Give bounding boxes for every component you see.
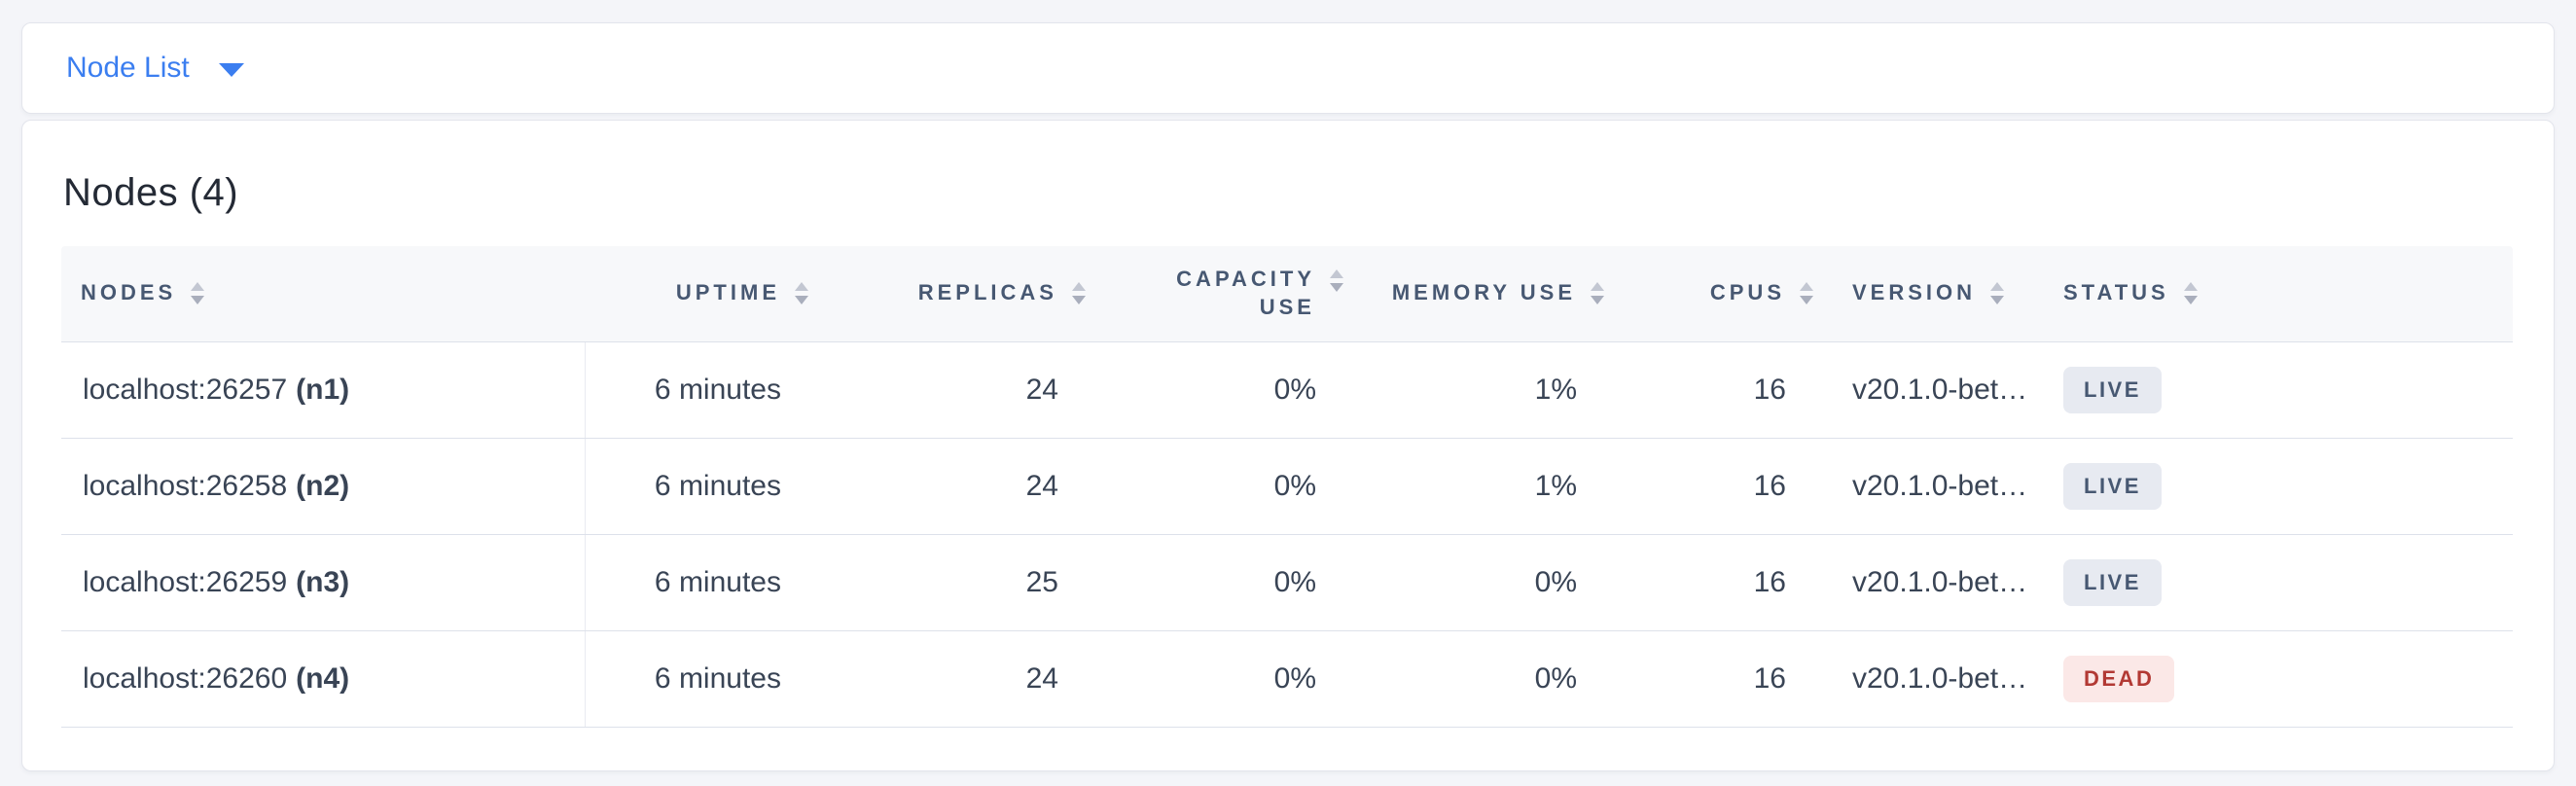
table-row-node-2[interactable]: localhost:26258 (n2) 6 minutes 24 0% 1% 1… [61, 438, 2513, 535]
table-row-node-4[interactable]: localhost:26260 (n4) 6 minutes 24 0% 0% 1… [61, 630, 2513, 728]
column-header-nodes[interactable]: NODES [61, 246, 585, 342]
replicas-cell: 24 [828, 630, 1105, 728]
sort-icon [2183, 282, 2198, 305]
memory-use-cell: 0% [1363, 534, 1624, 631]
memory-use-cell: 1% [1363, 438, 1624, 535]
uptime-cell: 6 minutes [585, 341, 828, 439]
status-badge: LIVE [2063, 366, 2162, 413]
node-id: (n1) [296, 373, 350, 406]
column-header-memory-use[interactable]: MEMORY USE [1363, 246, 1624, 342]
uptime-cell: 6 minutes [585, 630, 828, 728]
node-list-table: NODES UPTIME REPLICAS CAPACITY USE MEMOR… [61, 246, 2513, 728]
table-row-node-1[interactable]: localhost:26257 (n1) 6 minutes 24 0% 1% 1… [61, 341, 2513, 439]
sort-icon [1591, 282, 1604, 305]
cpus-cell: 16 [1624, 341, 1833, 439]
node-address: localhost:26258 [83, 469, 288, 502]
cpus-cell: 16 [1624, 438, 1833, 535]
status-badge: LIVE [2063, 462, 2162, 510]
sort-icon [1990, 282, 2005, 305]
sort-icon [1072, 282, 1086, 305]
node-name-cell: localhost:26260 (n4) [61, 630, 586, 728]
node-name-cell: localhost:26257 (n1) [61, 341, 586, 439]
column-header-replicas[interactable]: REPLICAS [828, 246, 1105, 342]
node-name-cell: localhost:26259 (n3) [61, 534, 586, 631]
status-badge: DEAD [2063, 655, 2175, 702]
uptime-cell: 6 minutes [585, 534, 828, 631]
column-header-version[interactable]: VERSION [1833, 246, 2044, 342]
status-cell: LIVE [2044, 341, 2513, 439]
node-id: (n3) [296, 565, 350, 598]
view-selector-bar: Node List [21, 22, 2555, 114]
uptime-cell: 6 minutes [585, 438, 828, 535]
replicas-cell: 25 [828, 534, 1105, 631]
page-title: Nodes (4) [63, 171, 239, 214]
column-header-status[interactable]: STATUS [2044, 246, 2513, 342]
node-address: localhost:26257 [83, 373, 288, 406]
status-badge: LIVE [2063, 558, 2162, 606]
cpus-cell: 16 [1624, 630, 1833, 728]
table-row-node-3[interactable]: localhost:26259 (n3) 6 minutes 25 0% 0% 1… [61, 534, 2513, 631]
memory-use-cell: 0% [1363, 630, 1624, 728]
table-header-row: NODES UPTIME REPLICAS CAPACITY USE MEMOR… [61, 246, 2513, 342]
node-id: (n2) [296, 469, 350, 502]
sort-icon [1800, 282, 1813, 305]
column-header-uptime[interactable]: UPTIME [585, 246, 828, 342]
table-body: localhost:26257 (n1) 6 minutes 24 0% 1% 1… [61, 341, 2513, 728]
table-header: NODES UPTIME REPLICAS CAPACITY USE MEMOR… [61, 246, 2513, 342]
view-dropdown-label: Node List [66, 52, 190, 84]
version-cell: v20.1.0-bet… [1833, 341, 2044, 439]
sort-icon [1330, 269, 1343, 293]
nodes-panel: Nodes (4) NODES UPTIME REPLICAS [21, 120, 2555, 771]
replicas-cell: 24 [828, 341, 1105, 439]
column-header-cpus[interactable]: CPUS [1624, 246, 1833, 342]
sort-icon [191, 282, 205, 305]
node-name-cell: localhost:26258 (n2) [61, 438, 586, 535]
capacity-use-cell: 0% [1105, 341, 1363, 439]
capacity-use-cell: 0% [1105, 438, 1363, 535]
version-cell: v20.1.0-bet… [1833, 438, 2044, 535]
capacity-use-cell: 0% [1105, 534, 1363, 631]
replicas-cell: 24 [828, 438, 1105, 535]
cpus-cell: 16 [1624, 534, 1833, 631]
column-header-capacity-use[interactable]: CAPACITY USE [1105, 246, 1363, 342]
status-cell: LIVE [2044, 438, 2513, 535]
node-address: localhost:26260 [83, 661, 288, 695]
sort-icon [795, 282, 808, 305]
status-cell: LIVE [2044, 534, 2513, 631]
version-cell: v20.1.0-bet… [1833, 534, 2044, 631]
capacity-use-cell: 0% [1105, 630, 1363, 728]
status-cell: DEAD [2044, 630, 2513, 728]
view-dropdown[interactable]: Node List [66, 52, 244, 85]
chevron-down-icon [218, 62, 244, 77]
version-cell: v20.1.0-bet… [1833, 630, 2044, 728]
node-id: (n4) [296, 661, 350, 695]
node-address: localhost:26259 [83, 565, 288, 598]
memory-use-cell: 1% [1363, 341, 1624, 439]
